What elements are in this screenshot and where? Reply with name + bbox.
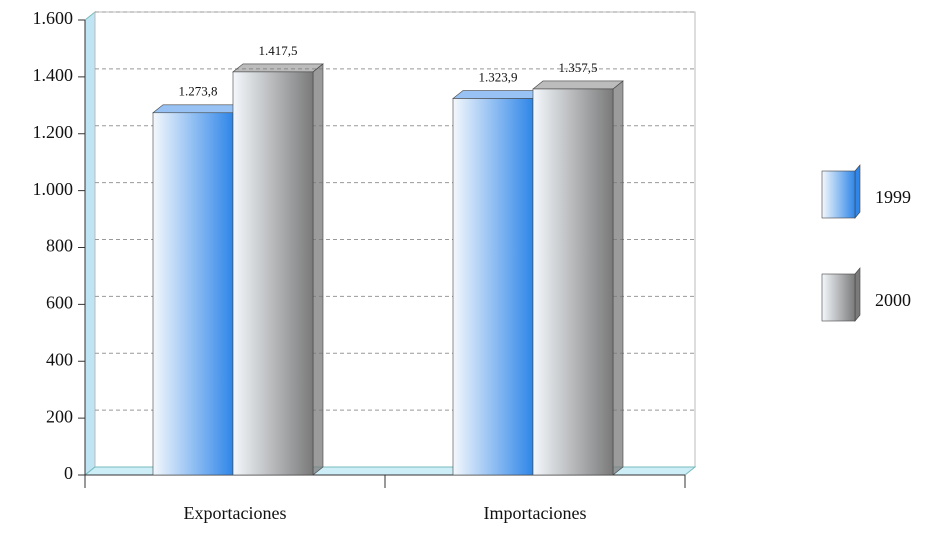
legend-side <box>854 267 861 322</box>
bar <box>452 98 534 476</box>
bar <box>152 112 234 476</box>
legend-swatch <box>821 273 856 322</box>
bar-top <box>232 63 324 73</box>
x-tick-label: Exportaciones <box>184 503 287 523</box>
bar-top <box>152 104 244 114</box>
y-tick-label: 200 <box>46 406 73 426</box>
side-wall <box>84 10 96 477</box>
legend-side <box>854 164 861 219</box>
y-tick-label: 1.200 <box>33 122 74 142</box>
legend-label: 1999 <box>875 187 911 207</box>
bar <box>532 88 614 476</box>
bar-side <box>612 80 624 476</box>
legend-label: 2000 <box>875 290 911 310</box>
bar-top <box>532 80 624 90</box>
value-label: 1.417,5 <box>259 43 298 58</box>
bar-top <box>452 90 544 99</box>
bar-side <box>312 63 324 476</box>
value-label: 1.273,8 <box>179 84 218 99</box>
y-tick-label: 1.400 <box>33 65 74 85</box>
value-label: 1.357,5 <box>559 60 598 75</box>
legend-swatch <box>821 170 856 219</box>
y-tick-label: 600 <box>46 293 73 313</box>
bar <box>232 71 314 476</box>
x-tick-label: Importaciones <box>484 503 587 523</box>
y-tick-label: 0 <box>64 463 73 483</box>
y-tick-label: 1.000 <box>33 179 74 199</box>
y-tick-label: 400 <box>46 349 73 369</box>
value-label: 1.323,9 <box>479 70 518 85</box>
y-tick-label: 800 <box>46 236 73 256</box>
y-tick-label: 1.600 <box>33 8 74 28</box>
